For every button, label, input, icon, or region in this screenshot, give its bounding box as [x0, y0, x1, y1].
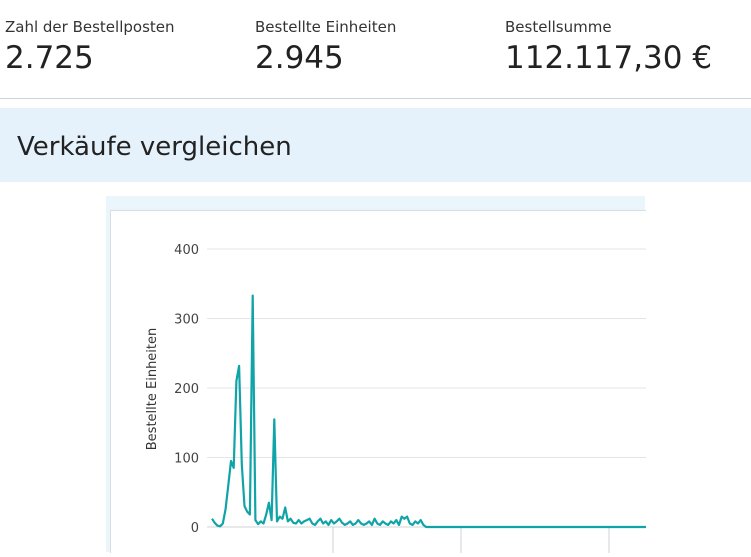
stat-value: 112.117,30 € [505, 40, 713, 76]
y-tick-label: 0 [191, 521, 199, 536]
y-tick-label: 300 [174, 313, 199, 328]
y-tick-label: 200 [174, 382, 199, 397]
stat-ordered-units: Bestellte Einheiten 2.945 [255, 18, 396, 76]
stat-label: Zahl der Bestellposten [5, 18, 175, 36]
stat-label: Bestellsumme [505, 18, 612, 36]
stat-label: Bestellte Einheiten [255, 18, 397, 36]
y-tick-label: 100 [174, 452, 199, 467]
y-tick-label: 400 [174, 243, 199, 258]
stat-value: 2.945 [255, 40, 344, 76]
section-header [0, 108, 751, 182]
chart-area: 0 100 200 300 400 Bestellte Einheiten [110, 210, 651, 553]
stat-order-total: Bestellsumme 112.117,30 € [505, 18, 712, 76]
chart-panel: 0 100 200 300 400 Bestellte Einheiten [106, 196, 651, 553]
stat-order-items: Zahl der Bestellposten 2.725 [5, 18, 175, 76]
sales-chart: 0 100 200 300 400 Bestellte Einheiten [145, 243, 651, 553]
stat-value: 2.725 [5, 40, 94, 76]
section-title: Verkäufe vergleichen [17, 132, 292, 162]
y-axis-label: Bestellte Einheiten [145, 328, 160, 450]
series-line [211, 294, 651, 529]
stats-bar: Zahl der Bestellposten 2.725 Bestellte E… [0, 0, 751, 99]
